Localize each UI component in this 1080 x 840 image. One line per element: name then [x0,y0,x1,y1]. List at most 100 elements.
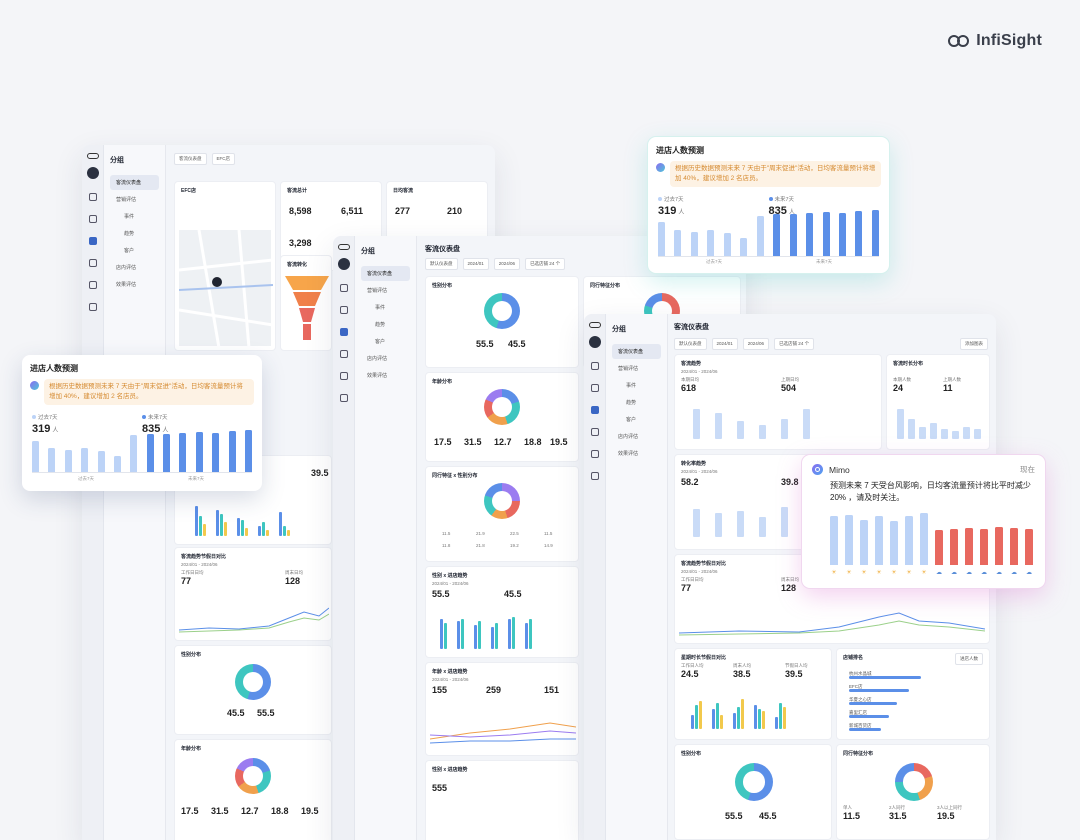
user-icon[interactable] [88,259,97,267]
stat: 555 [432,783,447,793]
stat-value: 277 [395,206,411,216]
stat: 45.5 [504,589,522,599]
chart-bar [97,451,105,472]
ai-message: 根据历史数据预测未来 7 天由于"周末促进"活动，日均客流量预计将增加 40%，… [670,161,881,187]
store-select[interactable]: 已选店铺 24 个 [525,258,566,270]
ranking-item[interactable]: EFC店 [849,684,863,689]
chart-bar [980,529,988,565]
chart-bar [838,213,846,256]
menu-item-trend[interactable]: 趋势 [375,322,386,328]
add-chart-button[interactable]: 添加图表 [960,338,988,350]
ranking-item[interactable]: 新城百货店 [849,723,872,728]
menu-item-marketing[interactable]: 营销评估 [367,288,388,294]
menu-item-dashboard[interactable]: 客流仪表盘 [110,175,159,190]
rain-cloud-icon: ☁ [936,570,942,576]
nav-rail [82,145,104,840]
duration-bars [897,409,981,439]
card-title: 转化率趋势 [681,461,707,467]
chart-icon[interactable] [339,328,348,336]
menu-item-trend[interactable]: 趋势 [124,231,135,237]
companion-card: 同行特征分布 单人 11.5 2人同行 31.5 3人以上同行 19.5 [836,744,990,840]
stat: 2人同行 31.5 [889,805,907,821]
calendar-icon[interactable] [590,384,599,392]
store-select[interactable]: 已选店铺 24 个 [774,338,815,350]
date-start[interactable]: 2024/01 [711,338,738,350]
menu-item-event[interactable]: 事件 [375,305,386,311]
dashboard-select[interactable]: 默认仪表盘 [425,258,458,270]
chart-bar [179,433,187,472]
avatar[interactable] [86,167,99,179]
breadcrumb-item[interactable]: 客流仪表盘 [174,153,207,165]
user-icon[interactable] [339,350,348,358]
chart-bar [920,513,928,565]
stat-value: 12.7 [241,806,259,816]
kpi-label: 未来7天 [148,414,168,421]
menu-item-instore[interactable]: 店内评估 [116,265,137,271]
ranking-card: 店铺排名 进店人数 杭州水晶城 EFC店 华夏之心店 嘉里汇店 新城百货店 [836,648,990,740]
stat-value: 45.5 [759,811,777,821]
menu-item-effect[interactable]: 效果评估 [116,282,137,288]
menu-item-customer[interactable]: 客户 [375,339,386,345]
stat: 19.5 [550,437,568,447]
chart-bar [950,529,958,565]
menu-item-customer[interactable]: 客户 [124,248,135,254]
menu-item-marketing[interactable]: 营销评估 [116,197,137,203]
menu-item-marketing[interactable]: 营销评估 [618,366,639,372]
timestamp: 现在 [1020,465,1035,474]
menu-item-dashboard[interactable]: 客流仪表盘 [612,344,661,359]
doc-icon[interactable] [339,394,348,402]
chart-icon[interactable] [590,406,599,414]
map[interactable] [178,229,274,349]
date-end[interactable]: 2024/06 [742,338,770,350]
ranking-item[interactable]: 杭州水晶城 [849,671,872,676]
chart-icon[interactable] [88,237,97,245]
check-icon[interactable] [88,281,97,289]
rain-cloud-icon: ☁ [966,570,972,576]
sun-icon: ☀ [846,570,852,576]
map-roads [178,229,274,349]
date-end[interactable]: 2024/06 [493,258,521,270]
calendar-icon[interactable] [339,306,348,314]
check-icon[interactable] [590,450,599,458]
bell-icon[interactable] [590,362,599,370]
menu-item-customer[interactable]: 客户 [626,417,637,423]
doc-icon[interactable] [590,472,599,480]
stat: 39.8 [781,477,799,487]
card-title: 星期时长节假日对比 [681,655,727,661]
menu-item-instore[interactable]: 店内评估 [367,356,388,362]
stat: 8,598 [289,206,312,216]
avatar[interactable] [588,336,601,348]
chart-bar [674,230,682,256]
menu-item-dashboard[interactable]: 客流仪表盘 [361,266,410,281]
gender-card: 性别分布 55.5 45.5 [674,744,832,840]
store-map-card: EFC店 [174,181,276,351]
ranking-filter[interactable]: 进店人数 [955,653,983,665]
menu-item-effect[interactable]: 效果评估 [367,373,388,379]
stat: 151 [544,685,559,695]
ranking-item[interactable]: 华夏之心店 [849,697,872,702]
chart-bar [822,212,830,256]
breadcrumb-item[interactable]: EFC店 [211,153,235,165]
date-start[interactable]: 2024/01 [462,258,489,270]
user-icon[interactable] [590,428,599,436]
card-title: 性别分布 [681,751,702,757]
dashboard-select[interactable]: 默认仪表盘 [674,338,707,350]
check-icon[interactable] [339,372,348,380]
stat: 259 [486,685,501,695]
ranking-item[interactable]: 嘉里汇店 [849,710,867,715]
bell-icon[interactable] [88,193,97,201]
menu-item-instore[interactable]: 店内评估 [618,434,639,440]
stat-value: 24.5 [681,669,699,679]
menu-item-trend[interactable]: 趋势 [626,400,637,406]
menu-item-effect[interactable]: 效果评估 [618,451,639,457]
bell-icon[interactable] [339,284,348,292]
menu-item-event[interactable]: 事件 [626,383,637,389]
calendar-icon[interactable] [88,215,97,223]
stat-value: 31.5 [211,806,229,816]
doc-icon[interactable] [88,303,97,311]
avatar[interactable] [337,258,350,270]
menu-item-event[interactable]: 事件 [124,214,135,220]
stat: 39.5 [311,468,329,478]
mimo-notification[interactable]: Mimo 现在 预测未来 7 天受台风影响，日均客流量预计将比平时减少 20% … [802,455,1045,588]
stat: 上期人数 11 [943,377,961,393]
